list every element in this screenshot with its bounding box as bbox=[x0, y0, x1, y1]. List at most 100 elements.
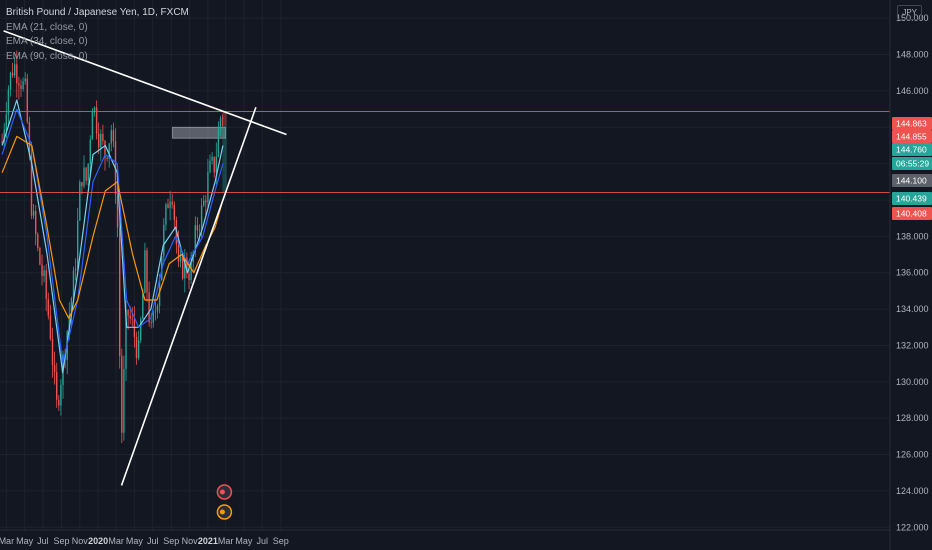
candle-body-38 bbox=[81, 182, 83, 187]
y-tick-label: 146.000 bbox=[896, 86, 929, 96]
candle-body-15 bbox=[32, 210, 35, 216]
price-tag-bg-4 bbox=[892, 174, 932, 187]
candle-body-71 bbox=[150, 322, 152, 324]
candle-body-6 bbox=[14, 64, 16, 76]
price-tag-4: 144.100 bbox=[896, 176, 927, 186]
zone-box-0 bbox=[172, 126, 226, 139]
price-tag-1: 144.855 bbox=[896, 132, 927, 142]
price-tag-6: 140.408 bbox=[896, 209, 927, 219]
candle-body-86 bbox=[182, 256, 184, 279]
y-tick-label: 134.000 bbox=[896, 304, 929, 314]
chart-grid bbox=[0, 0, 890, 530]
candle-body-18 bbox=[39, 247, 41, 265]
candle-body-21 bbox=[45, 270, 47, 300]
ema-21-label[interactable]: EMA (21, close, 0) bbox=[6, 21, 88, 33]
candle-body-77 bbox=[163, 224, 165, 257]
price-tag-bg-2 bbox=[892, 143, 932, 156]
candle-body-53 bbox=[112, 130, 115, 142]
x-tick-label: Mar bbox=[0, 536, 14, 546]
candle-body-36 bbox=[77, 220, 79, 269]
candle-body-39 bbox=[83, 167, 85, 187]
candle-body-67 bbox=[142, 293, 144, 320]
ema-34-label[interactable]: EMA (34, close, 0) bbox=[6, 36, 88, 47]
y-tick-label: 136.000 bbox=[896, 268, 929, 278]
candle-body-102 bbox=[215, 156, 217, 173]
position-target-zone bbox=[222, 125, 227, 193]
y-tick-label: 122.000 bbox=[896, 522, 929, 532]
event-dot-icon bbox=[219, 509, 225, 515]
candle-body-24 bbox=[51, 338, 54, 366]
candle-body-101 bbox=[213, 156, 215, 173]
event-markers[interactable] bbox=[216, 484, 233, 520]
price-tags: 144.863 144.855 144.760 06:55:29 144.100 140.… bbox=[892, 117, 932, 220]
price-tag-bg-3 bbox=[892, 157, 932, 170]
candle-body-63 bbox=[133, 319, 136, 338]
candle-body-66 bbox=[140, 319, 142, 341]
candle-body-35 bbox=[74, 268, 77, 271]
candle-body-48 bbox=[102, 133, 104, 141]
candle-body-56 bbox=[119, 227, 121, 356]
symbol-title[interactable]: British Pound / Japanese Yen, 1D, FXCM bbox=[6, 7, 189, 18]
y-tick-label: 128.000 bbox=[896, 413, 929, 423]
price-tag-2: 144.760 bbox=[896, 145, 927, 155]
price-tag-3: 06:55:29 bbox=[896, 159, 929, 169]
candle-body-8 bbox=[18, 83, 20, 86]
y-tick-label: 132.000 bbox=[896, 340, 929, 350]
price-axis[interactable]: 150.000148.000146.000144.000142.000140.0… bbox=[889, 0, 929, 550]
candle-body-37 bbox=[79, 182, 81, 221]
currency-badge[interactable]: JPY bbox=[897, 5, 922, 20]
candle-body-16 bbox=[35, 210, 37, 235]
price-tag-5: 140.439 bbox=[896, 194, 927, 204]
candle-body-49 bbox=[104, 140, 106, 158]
horizontal-lines-layer bbox=[0, 111, 890, 194]
chart-legend: British Pound / Japanese Yen, 1D, FXCM E… bbox=[6, 6, 189, 64]
candle-body-5 bbox=[11, 72, 14, 76]
candle-body-11 bbox=[24, 78, 26, 82]
y-tick-label: 150.000 bbox=[896, 13, 929, 23]
candle-body-52 bbox=[110, 130, 112, 144]
candle-body-2 bbox=[5, 114, 7, 130]
x-tick-label: May bbox=[235, 536, 253, 546]
candle-body-81 bbox=[171, 201, 173, 205]
y-tick-label: 138.000 bbox=[896, 231, 929, 241]
candle-body-103 bbox=[217, 129, 220, 157]
ema-line-1 bbox=[1, 99, 224, 374]
candle-body-88 bbox=[186, 257, 188, 274]
candle-body-94 bbox=[198, 230, 201, 231]
x-tick-label: Nov bbox=[72, 536, 89, 546]
candle-body-51 bbox=[108, 143, 110, 159]
candle-body-58 bbox=[123, 368, 125, 433]
candle-body-20 bbox=[43, 270, 45, 277]
candle-body-19 bbox=[41, 264, 43, 277]
candle-body-68 bbox=[144, 250, 146, 294]
candle-body-1 bbox=[3, 129, 5, 143]
candle-body-27 bbox=[58, 399, 60, 406]
candle-body-12 bbox=[26, 78, 28, 122]
price-tag-0: 144.863 bbox=[896, 119, 927, 129]
candle-body-43 bbox=[91, 110, 94, 140]
candle-body-46 bbox=[98, 133, 100, 148]
ema-90-label[interactable]: EMA (90, close, 0) bbox=[6, 50, 88, 62]
candle-body-64 bbox=[135, 337, 138, 359]
candle-body-82 bbox=[173, 204, 175, 220]
candle-body-89 bbox=[188, 273, 190, 281]
candle-body-3 bbox=[7, 89, 10, 115]
candle-body-74 bbox=[156, 306, 159, 312]
x-tick-label: May bbox=[16, 536, 34, 546]
candle-body-26 bbox=[56, 372, 58, 400]
ema-line-2 bbox=[1, 108, 224, 365]
trendlines-layer[interactable] bbox=[3, 30, 287, 486]
candle-body-42 bbox=[89, 139, 91, 164]
x-tick-label: Sep bbox=[53, 536, 69, 546]
zones-layer bbox=[172, 111, 227, 193]
price-tag-bg-6 bbox=[892, 207, 932, 220]
candle-body-72 bbox=[152, 312, 154, 323]
candle-body-95 bbox=[200, 205, 203, 231]
trendline-resistance bbox=[3, 30, 287, 136]
candle-body-40 bbox=[85, 167, 87, 181]
candle-body-23 bbox=[49, 315, 52, 339]
event-dot-icon bbox=[219, 489, 225, 495]
time-axis[interactable]: Mar May Jul Sep Nov 2020 Mar May Jul Sep Nov 2021 Ma… bbox=[0, 529, 890, 546]
x-tick-label: 2020 bbox=[88, 536, 108, 546]
